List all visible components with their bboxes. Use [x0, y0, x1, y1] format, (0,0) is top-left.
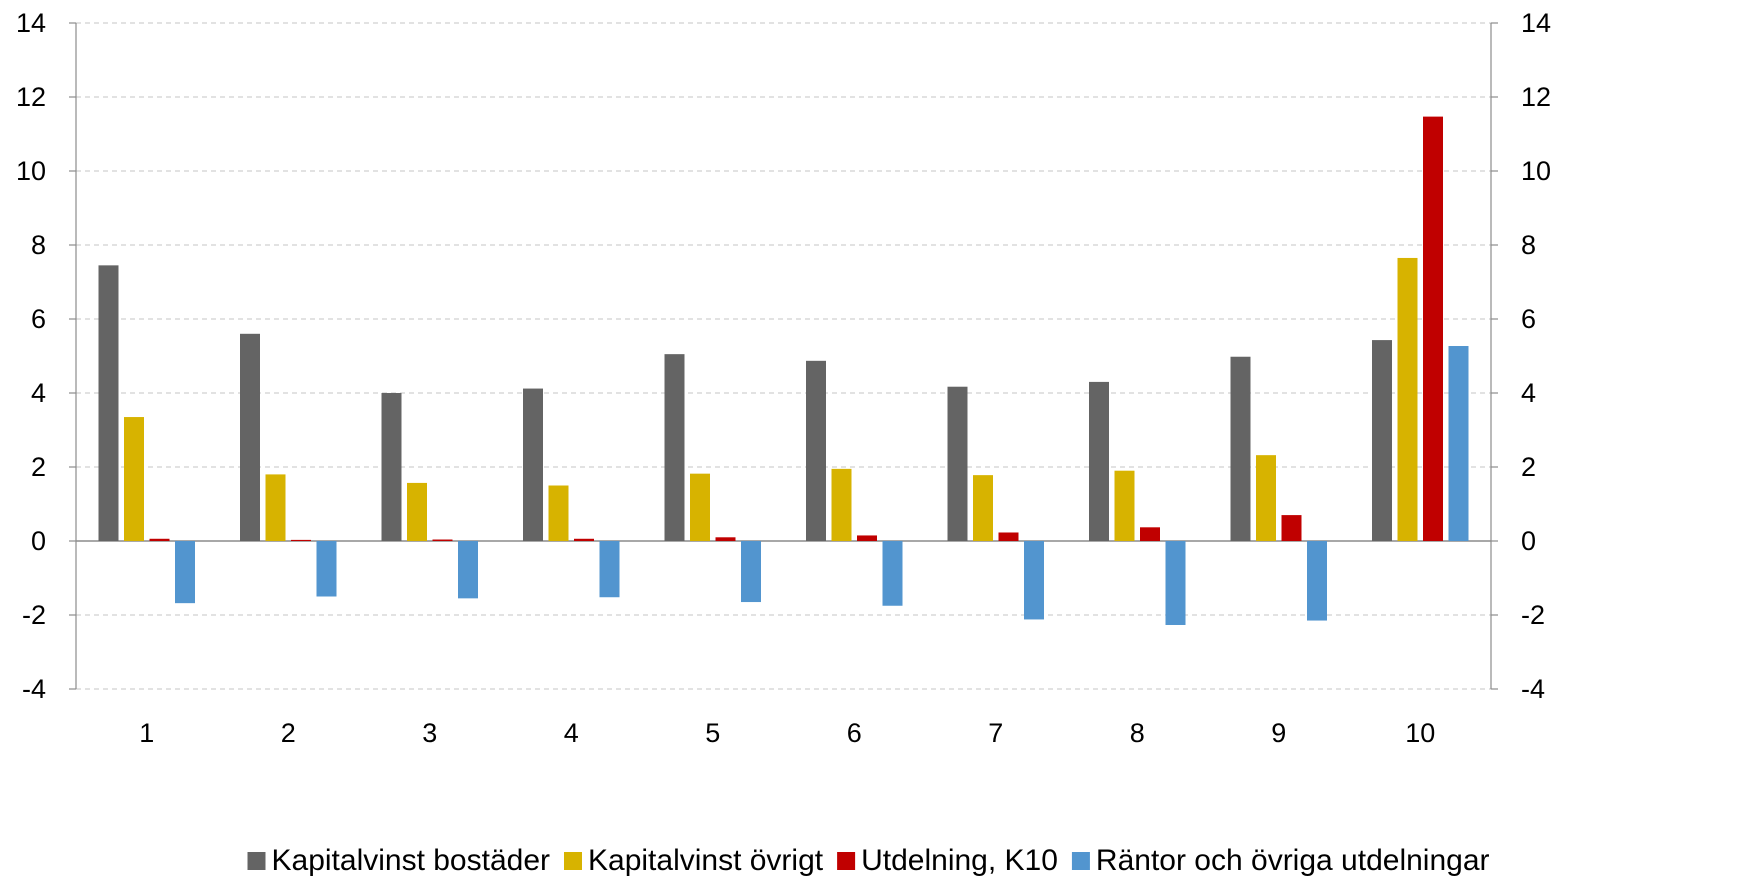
y-tick-label-left: -4	[22, 674, 46, 704]
bar-series1-cat4	[523, 388, 543, 541]
bar-series2-cat2	[265, 474, 286, 541]
x-tick-label: 2	[281, 718, 296, 748]
legend-item-1: Kapitalvinst bostäder	[247, 844, 551, 877]
legend-swatch	[564, 852, 582, 870]
x-tick-label: 1	[139, 718, 154, 748]
bar-series4-cat5	[741, 541, 761, 603]
legend-label: Kapitalvinst bostäder	[272, 844, 551, 877]
bar-series3-cat5	[715, 537, 736, 541]
bar-series4-cat2	[316, 541, 337, 597]
x-tick-label: 8	[1130, 718, 1145, 748]
right-y-tick-labels: -4 -2 0 2 4 6 8 10 12 14	[1521, 8, 1551, 704]
bar-series1-cat1	[98, 265, 119, 541]
x-tick-label: 6	[847, 718, 862, 748]
bar-series3-cat8	[1140, 527, 1160, 541]
bar-series3-cat3	[432, 539, 453, 541]
y-tick-label-left: -2	[22, 600, 46, 630]
legend-label: Räntor och övriga utdelningar	[1096, 844, 1490, 877]
y-tick-label-right: -4	[1521, 674, 1545, 704]
bar-series2-cat7	[973, 475, 993, 541]
x-tick-label: 4	[564, 718, 579, 748]
bar-series1-cat2	[240, 333, 260, 541]
y-tick-label-right: -2	[1521, 600, 1545, 630]
bar-series1-cat9	[1230, 356, 1251, 541]
bar-series1-cat3	[381, 393, 402, 541]
bar-series1-cat6	[806, 360, 826, 541]
y-tick-label-left: 8	[31, 230, 46, 260]
bar-series2-cat9	[1256, 455, 1276, 541]
y-tick-label-left: 12	[16, 82, 46, 112]
bar-series2-cat6	[831, 468, 852, 541]
legend: Kapitalvinst bostäder Kapitalvinst övrigt…	[247, 844, 1490, 877]
y-tick-label-right: 14	[1521, 8, 1551, 38]
bar-series4-cat8	[1165, 541, 1186, 625]
bar-series4-cat10	[1448, 346, 1469, 541]
axes	[69, 22, 1498, 690]
bar-series1-cat7	[947, 386, 968, 541]
bar-series2-cat5	[690, 473, 710, 541]
x-tick-labels: 1 2 3 4 5 6 7 8 9 10	[139, 718, 1435, 748]
bar-series2-cat3	[407, 482, 427, 541]
y-tick-label-left: 10	[16, 156, 46, 186]
x-tick-label: 3	[422, 718, 437, 748]
bar-series3-cat9	[1281, 515, 1302, 541]
y-tick-label-left: 4	[31, 378, 46, 408]
y-tick-label-left: 6	[31, 304, 46, 334]
bar-series2-cat8	[1114, 470, 1135, 541]
y-tick-label-right: 0	[1521, 526, 1536, 556]
y-tick-label-left: 0	[31, 526, 46, 556]
legend-item-2: Kapitalvinst övrigt	[564, 844, 824, 877]
bar-series3-cat4	[574, 538, 594, 541]
legend-item-4: Räntor och övriga utdelningar	[1071, 844, 1490, 877]
y-tick-label-left: 14	[16, 8, 46, 38]
legend-label: Utdelning, K10	[861, 844, 1058, 877]
bar-series4-cat1	[175, 541, 195, 604]
bar-series4-cat6	[882, 541, 903, 606]
x-tick-label: 9	[1271, 718, 1286, 748]
legend-swatch	[837, 852, 856, 870]
bar-series4-cat7	[1024, 541, 1044, 620]
bar-series4-cat9	[1307, 541, 1327, 621]
x-tick-label: 7	[988, 718, 1003, 748]
bar-series1-cat10	[1372, 340, 1392, 541]
legend-item-3: Utdelning, K10	[837, 844, 1058, 877]
y-tick-label-right: 6	[1521, 304, 1536, 334]
bar-series1-cat5	[664, 354, 685, 541]
bar-series3-cat6	[857, 535, 877, 541]
y-tick-label-right: 10	[1521, 156, 1551, 186]
bar-series1-cat8	[1089, 381, 1109, 541]
gridlines	[76, 22, 1491, 690]
y-tick-label-right: 2	[1521, 452, 1536, 482]
bar-series4-cat3	[458, 541, 478, 599]
legend-label: Kapitalvinst övrigt	[588, 844, 824, 877]
y-tick-label-left: 2	[31, 452, 46, 482]
y-tick-label-right: 8	[1521, 230, 1536, 260]
x-tick-label: 10	[1405, 718, 1435, 748]
bar-series3-cat2	[291, 539, 311, 541]
bar-series3-cat10	[1423, 116, 1443, 542]
bar-series2-cat4	[548, 485, 569, 541]
legend-swatch	[247, 852, 266, 870]
x-tick-label: 5	[705, 718, 720, 748]
bar-series3-cat1	[149, 538, 170, 541]
bar-series2-cat1	[124, 417, 144, 541]
y-tick-label-right: 12	[1521, 82, 1551, 112]
legend-swatch	[1071, 852, 1090, 870]
bars	[98, 116, 1469, 625]
bar-series2-cat10	[1397, 257, 1418, 541]
y-tick-label-right: 4	[1521, 378, 1536, 408]
left-y-tick-labels: -4 -2 0 2 4 6 8 10 12 14	[16, 8, 46, 704]
bar-series4-cat4	[599, 541, 620, 598]
bar-series3-cat7	[998, 532, 1019, 541]
